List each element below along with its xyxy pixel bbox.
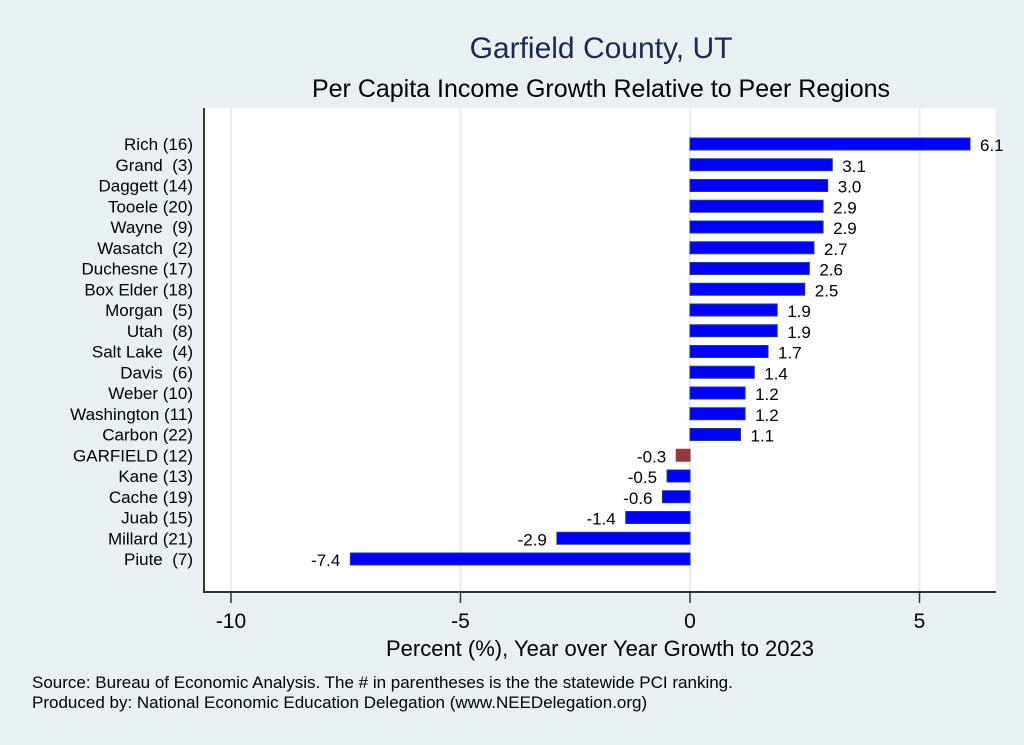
bar (349, 552, 691, 566)
producer-note: Produced by: National Economic Education… (32, 693, 647, 712)
value-label: -0.5 (628, 468, 657, 487)
value-label: 2.5 (815, 281, 839, 300)
category-label: Washington (11) (70, 405, 193, 424)
x-tick-label: 0 (684, 610, 696, 633)
category-label: Duchesne (17) (81, 260, 193, 279)
value-label: 2.9 (833, 219, 857, 238)
bar (689, 324, 778, 338)
value-label: 1.9 (787, 302, 811, 321)
category-label: Tooele (20) (108, 197, 193, 216)
bar (689, 158, 833, 172)
bars (349, 137, 971, 566)
value-label: 1.9 (787, 323, 811, 342)
bar (689, 386, 746, 400)
plot-area (204, 108, 996, 592)
category-labels: Rich (16) Grand (3) Daggett (14)Tooele (20… (70, 135, 193, 569)
x-axis-ticks: -10 -5 0 5 (216, 592, 926, 633)
bar (689, 137, 971, 151)
category-label: Rich (16) (124, 135, 193, 154)
value-label: 3.0 (838, 178, 862, 197)
category-label: Davis (6) (120, 363, 193, 382)
value-label: 2.7 (824, 240, 848, 259)
category-label: Millard (21) (108, 529, 193, 548)
bar (689, 262, 810, 275)
bar (689, 199, 824, 213)
category-label: Daggett (14) (99, 177, 194, 196)
source-note: Source: Bureau of Economic Analysis. The… (32, 673, 733, 692)
category-label: Cache (19) (109, 488, 193, 507)
bar (689, 428, 741, 441)
bar (689, 345, 769, 358)
value-label: -7.4 (311, 551, 340, 570)
chart-subtitle: Per Capita Income Growth Relative to Pee… (312, 75, 890, 103)
category-label: Wasatch (2) (97, 239, 193, 258)
category-label: Morgan (5) (105, 301, 193, 320)
value-label: -1.4 (586, 510, 615, 529)
value-label: 2.6 (819, 261, 843, 280)
bar (556, 531, 691, 545)
value-label: 1.4 (764, 364, 788, 383)
category-label: Salt Lake (4) (92, 343, 193, 362)
category-label: Utah (8) (127, 322, 193, 341)
value-label: 1.2 (755, 406, 779, 425)
bar (689, 241, 815, 255)
bar (689, 220, 824, 234)
bar (689, 303, 778, 317)
value-label: 1.2 (755, 385, 779, 404)
category-label: Piute (7) (124, 550, 193, 569)
category-label: Grand (3) (116, 156, 193, 175)
x-axis-label: Percent (%), Year over Year Growth to 20… (386, 636, 814, 661)
value-label: -0.3 (637, 447, 666, 466)
bar (661, 490, 691, 504)
x-tick-label: -10 (216, 610, 246, 633)
chart-title: Garfield County, UT (470, 32, 733, 65)
value-label: 6.1 (980, 136, 1004, 155)
category-label: Wayne (9) (110, 218, 193, 237)
category-label: Box Elder (18) (84, 280, 193, 299)
value-label: 3.1 (842, 157, 866, 176)
category-label: Weber (10) (108, 384, 193, 403)
value-label: 1.7 (778, 344, 802, 363)
category-label: Carbon (22) (102, 426, 193, 445)
bar (666, 469, 691, 483)
value-label: 2.9 (833, 198, 857, 217)
bar (689, 179, 829, 192)
value-label: -2.9 (518, 530, 547, 549)
bar (625, 511, 691, 524)
category-label: Kane (13) (118, 467, 193, 486)
value-label: 1.1 (750, 427, 774, 446)
bar (689, 407, 746, 421)
category-label: GARFIELD (12) (73, 446, 193, 465)
value-labels: 6.13.13.02.92.92.72.62.51.91.91.71.41.21… (311, 136, 1004, 570)
category-label: Juab (15) (121, 509, 193, 528)
value-label: -0.6 (623, 489, 652, 508)
bar (689, 282, 806, 296)
x-tick-label: -5 (451, 610, 470, 633)
x-tick-label: 5 (914, 610, 926, 633)
bar-highlight (675, 448, 691, 462)
bar (689, 365, 755, 379)
